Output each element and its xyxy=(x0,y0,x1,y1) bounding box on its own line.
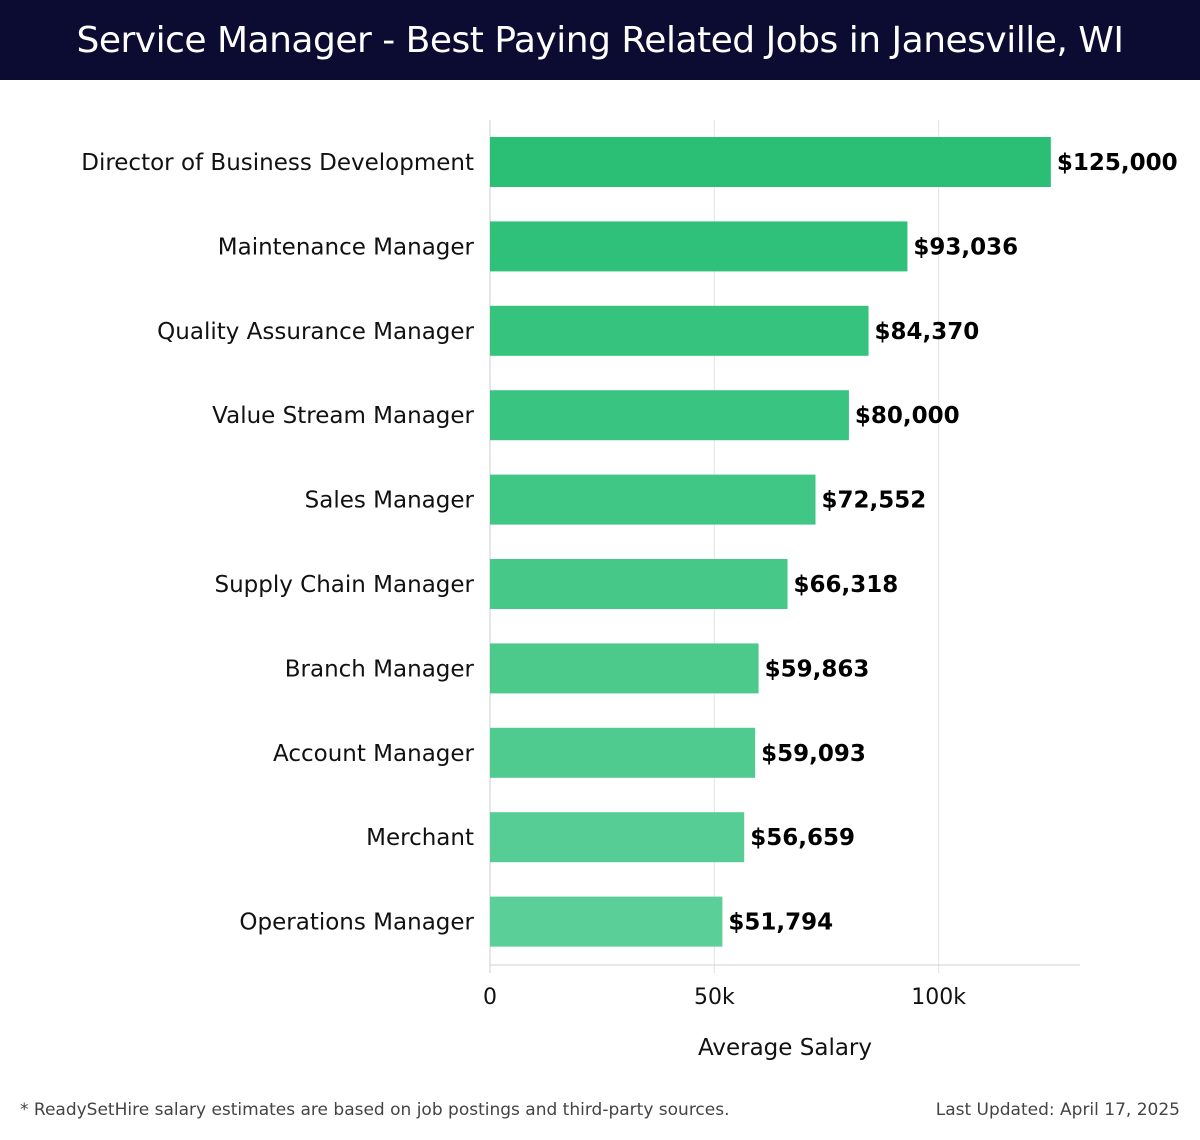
bar-1 xyxy=(490,221,908,272)
value-label-5: $66,318 xyxy=(794,572,899,598)
bar-5 xyxy=(490,559,788,609)
value-label-2: $84,370 xyxy=(875,319,980,345)
x-axis-title: Average Salary xyxy=(698,1035,872,1061)
x-tick-label-2: 100k xyxy=(911,985,966,1010)
value-label-8: $56,659 xyxy=(750,825,855,851)
bar-6 xyxy=(490,643,759,694)
bar-9 xyxy=(490,896,723,947)
value-label-1: $93,036 xyxy=(913,234,1018,260)
value-label-4: $72,552 xyxy=(822,488,927,514)
category-label-7: Account Manager xyxy=(273,741,475,767)
bars xyxy=(490,137,1051,947)
bar-chart: $125,000 Director of Business Development… xyxy=(81,120,1178,1061)
category-label-5: Supply Chain Manager xyxy=(214,572,474,598)
value-label-9: $51,794 xyxy=(728,910,833,936)
source-note: * ReadySetHire salary estimates are base… xyxy=(20,1100,730,1120)
value-label-3: $80,000 xyxy=(855,403,960,429)
bar-3 xyxy=(490,390,849,441)
category-label-6: Branch Manager xyxy=(285,656,475,682)
value-label-0: $125,000 xyxy=(1057,150,1178,176)
bar-4 xyxy=(490,474,816,525)
bar-0 xyxy=(490,137,1051,187)
bar-2 xyxy=(490,305,869,356)
bar-7 xyxy=(490,727,756,778)
x-tick-label-0: 0 xyxy=(483,985,497,1010)
x-axis: 0 50k 100k Average Salary xyxy=(483,964,1080,1061)
category-label-9: Operations Manager xyxy=(239,910,474,936)
category-label-0: Director of Business Development xyxy=(81,150,474,176)
category-label-3: Value Stream Manager xyxy=(212,403,474,429)
x-tick-label-1: 50k xyxy=(694,985,735,1010)
category-label-4: Sales Manager xyxy=(305,488,475,514)
last-updated: Last Updated: April 17, 2025 xyxy=(935,1100,1180,1120)
category-label-1: Maintenance Manager xyxy=(218,234,475,260)
labels: $125,000 Director of Business Development… xyxy=(81,150,1177,936)
category-label-2: Quality Assurance Manager xyxy=(157,319,474,345)
bar-8 xyxy=(490,812,745,863)
chart-header: Service Manager - Best Paying Related Jo… xyxy=(0,0,1200,80)
category-label-8: Merchant xyxy=(366,825,474,851)
value-label-6: $59,863 xyxy=(765,656,870,682)
value-label-7: $59,093 xyxy=(761,741,866,767)
chart-title: Service Manager - Best Paying Related Jo… xyxy=(76,19,1124,61)
